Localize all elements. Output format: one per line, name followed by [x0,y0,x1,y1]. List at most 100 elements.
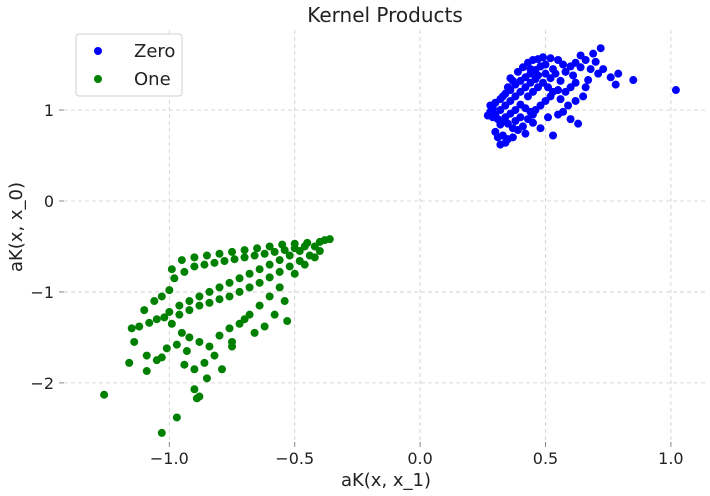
y-axis-label: aK(x, x_0) [6,182,27,272]
data-point [190,385,199,394]
data-point [528,118,537,127]
data-point [503,83,512,92]
data-point [245,269,254,278]
series-zero [483,44,680,149]
data-point [596,44,605,53]
data-point [190,253,199,262]
data-point [235,274,244,283]
series-one [100,235,334,437]
data-point [569,71,578,80]
data-point [614,69,623,78]
data-point [511,116,520,125]
data-point [127,324,136,333]
data-point [167,265,176,274]
data-point [157,292,166,301]
data-point [516,100,525,109]
data-point [275,283,284,292]
data-point [165,307,174,316]
legend-label-zero: Zero [134,41,175,62]
data-point [172,340,181,349]
data-point [290,244,299,253]
data-point [180,267,189,276]
data-point [283,317,292,326]
data-point [270,247,279,256]
data-point [157,353,166,362]
x-tick-label: 1.0 [658,449,683,468]
data-point [561,67,570,76]
data-point [210,258,219,267]
data-point [255,278,264,287]
data-point [177,256,186,265]
data-point [300,242,309,251]
data-point [571,96,580,105]
data-point [250,251,259,260]
data-point [195,337,204,346]
data-point [190,262,199,271]
y-tick-label: −1 [30,283,54,302]
data-point [606,73,615,82]
data-point [160,313,169,322]
data-point [521,129,530,138]
legend-label-one: One [134,69,171,90]
data-point [245,283,254,292]
data-point [255,265,264,274]
data-point [210,351,219,360]
data-point [200,358,209,367]
data-point [205,287,214,296]
data-point [589,49,598,58]
data-point [584,76,593,85]
data-point [130,337,139,346]
data-point [611,80,620,89]
data-point [300,260,309,269]
data-point [140,306,149,315]
data-point [576,63,585,72]
data-points [100,44,680,437]
data-point [486,101,495,110]
data-point [185,297,194,306]
data-point [170,274,179,283]
data-point [195,301,204,310]
data-point [225,292,234,301]
data-point [564,101,573,110]
data-point [290,269,299,278]
data-point [549,65,558,74]
data-point [265,260,274,269]
data-point [200,260,209,269]
data-point [591,57,600,66]
data-point [217,365,226,374]
data-point [100,390,109,399]
data-point [533,83,542,92]
data-point [192,394,201,403]
data-point [671,86,680,95]
data-point [135,322,144,331]
data-point [270,310,279,319]
chart-title: Kernel Products [307,3,463,27]
data-point [275,256,284,265]
data-point [175,301,184,310]
data-point [205,298,214,307]
data-point [579,92,588,101]
data-point [202,251,211,260]
data-point [215,331,224,340]
data-point [559,60,568,69]
data-point [265,242,274,251]
y-tick-label: 0 [44,192,54,211]
data-point [544,113,553,122]
data-point [498,92,507,101]
data-point [310,253,319,262]
data-point [546,92,555,101]
data-point [255,301,264,310]
data-point [546,54,555,63]
legend-marker-one [94,75,102,83]
data-point [556,95,565,104]
data-point [574,119,583,128]
data-point [167,319,176,328]
data-point [315,247,324,256]
data-point [546,74,555,83]
data-point [228,247,237,256]
data-point [554,86,563,95]
data-point [576,51,585,60]
data-point [250,328,259,337]
legend-box [75,33,183,97]
data-point [230,255,239,264]
